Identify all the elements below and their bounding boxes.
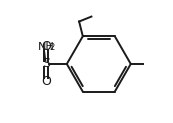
Text: 2: 2 xyxy=(49,43,55,52)
Text: S: S xyxy=(42,57,50,70)
Text: O: O xyxy=(41,40,51,53)
Text: O: O xyxy=(41,75,51,88)
Text: NH: NH xyxy=(38,42,54,52)
